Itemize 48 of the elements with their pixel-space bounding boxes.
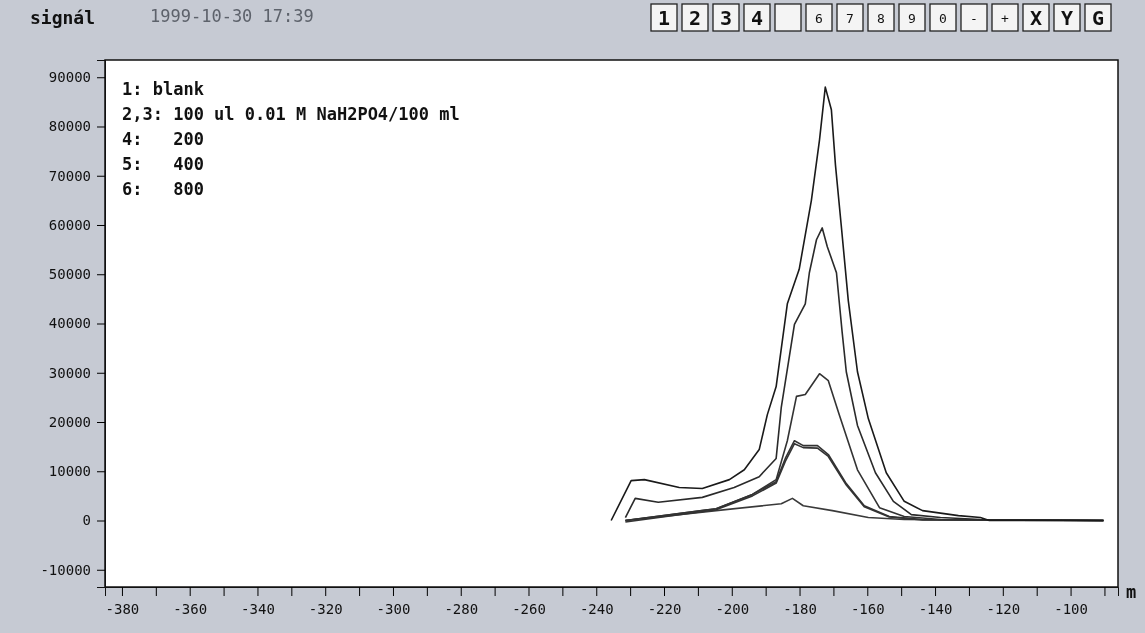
- x-tick-label: -280: [444, 600, 479, 617]
- x-tick-label: -180: [783, 600, 817, 617]
- annotation: 4: 200: [122, 129, 204, 149]
- y-tick-label: 40000: [48, 315, 91, 332]
- toolbar-button: 6: [805, 3, 833, 32]
- y-tick-label: 80000: [48, 118, 91, 135]
- toolbar-button: 0: [929, 3, 957, 32]
- y-tick-label: 30000: [48, 364, 91, 381]
- x-tick-label: -260: [512, 600, 546, 617]
- y-tick-label: 70000: [48, 167, 91, 184]
- x-tick-label: -340: [241, 600, 275, 617]
- y-tick-label: 20000: [48, 413, 91, 430]
- annotation: 1: blank: [122, 79, 204, 99]
- y-tick-label: 50000: [48, 266, 91, 283]
- toolbar-button: 1: [650, 3, 678, 32]
- annotation: 2,3: 100 ul 0.01 M NaH2PO4/100 ml: [122, 104, 460, 124]
- x-tick-label: -120: [986, 600, 1021, 617]
- toolbar-button: -: [960, 3, 988, 32]
- x-axis-title: m: [1126, 582, 1137, 602]
- toolbar-button: X: [1022, 3, 1050, 32]
- y-tick-label: 0: [82, 512, 91, 529]
- annotation: 6: 800: [122, 179, 204, 199]
- x-tick-label: -300: [376, 600, 411, 617]
- toolbar-button: 8: [867, 3, 895, 32]
- x-tick-label: -140: [918, 600, 953, 617]
- text: 1999-10-30 17:39: [150, 6, 314, 26]
- x-tick-label: -220: [647, 600, 682, 617]
- toolbar-button: 2: [681, 3, 709, 32]
- toolbar-button: Y: [1053, 3, 1081, 32]
- x-tick-label: -100: [1054, 600, 1088, 617]
- toolbar-button: 9: [898, 3, 926, 32]
- toolbar-button: +: [991, 3, 1019, 32]
- y-axis-title: signál: [30, 7, 96, 28]
- x-tick-label: -320: [308, 600, 343, 617]
- x-tick-label: -240: [579, 600, 614, 617]
- y-tick-label: 10000: [48, 463, 91, 480]
- x-tick-label: -360: [173, 600, 208, 617]
- y-tick-label: 60000: [48, 216, 91, 233]
- toolbar-button: 3: [712, 3, 740, 32]
- y-tick-label: -10000: [40, 561, 91, 578]
- x-tick-label: -380: [105, 600, 140, 617]
- toolbar-button: 7: [836, 3, 864, 32]
- x-tick-label: -160: [850, 600, 885, 617]
- toolbar-button: 4: [743, 3, 771, 32]
- x-tick-label: -200: [715, 600, 750, 617]
- toolbar-button: G: [1084, 3, 1112, 32]
- annotation: 5: 400: [122, 154, 204, 174]
- y-tick-label: 90000: [48, 69, 91, 86]
